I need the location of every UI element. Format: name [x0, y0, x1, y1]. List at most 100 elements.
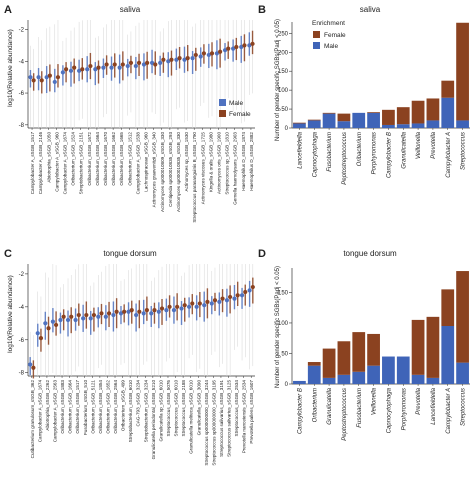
- female-point: [201, 51, 207, 56]
- female-point: [72, 65, 77, 70]
- panel-letter-c: C: [4, 248, 12, 260]
- x-tick-label: Lancefieldella: [431, 387, 437, 424]
- female-point: [175, 304, 180, 309]
- male-point: [179, 306, 184, 311]
- female-point: [46, 326, 51, 331]
- y-tick-label: 250: [278, 31, 289, 37]
- chart-d: 0 50 100 150 Campylobacter B Oribacterium Gran…: [278, 268, 470, 441]
- bar-male: [396, 356, 410, 384]
- x-tick-label: Campylobacter A_sSGB_1674: [62, 132, 67, 195]
- bar-female: [367, 112, 380, 113]
- x-tick-label: Veillonella: [416, 131, 422, 159]
- x-tick-label: Campylobacter A_sSGB_1538: [135, 132, 140, 195]
- x-tick-label: Campylobacter A_sSGB_2146: [38, 132, 43, 195]
- x-tick-label: Streptococcus sp000000000_sSGB_3244: [204, 380, 209, 466]
- legend-b: Enrichment Female Male: [312, 20, 346, 50]
- male-point: [73, 317, 78, 323]
- female-point: [177, 56, 182, 61]
- male-point: [149, 311, 154, 316]
- female-point: [193, 52, 198, 58]
- panel-c-ylabel: log10(Relative abundance): [7, 275, 14, 353]
- bar-male: [411, 374, 425, 384]
- female-point: [190, 301, 195, 306]
- male-point: [85, 67, 90, 72]
- male-point: [52, 79, 57, 85]
- male-point: [76, 68, 82, 73]
- x-tick-label: Actinomyces sp000010809_sSGB_330: [160, 132, 165, 212]
- x-tick-label: Peptostreptococcus: [342, 388, 348, 441]
- y-tick-label: 0: [285, 382, 289, 388]
- x-tick-label: Prevotella: [416, 387, 422, 414]
- legend-a-female-swatch: [219, 110, 226, 117]
- y-tick-label: -4: [19, 59, 25, 65]
- panel-a-ylabel: log10(Relative abundance): [7, 29, 14, 107]
- y-tick-label: 50: [281, 107, 288, 113]
- male-point: [247, 288, 252, 293]
- y-tick-label: 150: [278, 290, 289, 296]
- panel-c: C tongue dorsum log10(Relative abundance…: [4, 248, 255, 466]
- x-tick-label: Oribacterium_sSGB_1883: [60, 380, 65, 434]
- female-point: [197, 301, 202, 306]
- x-tick-label: Oribacterium_sSGB_1512: [127, 132, 132, 186]
- x-tick-label: Prevotella nanceiensis_sSGB_2534: [242, 380, 247, 454]
- bar-female: [322, 112, 336, 114]
- x-tick-label: Porphyromonas: [401, 388, 407, 430]
- x-tick-label: Fusobacterium_sSGB_510: [83, 380, 88, 436]
- male-point: [186, 304, 192, 309]
- x-tick-label: Streptococcus parasanguinis B_sSGB_1790: [192, 132, 197, 223]
- bar-male: [426, 120, 440, 128]
- x-tick-label: Actinomyces viscosus_sSGB_1725: [200, 132, 205, 205]
- female-point: [145, 60, 150, 65]
- panel-c-title: tongue dorsum: [103, 249, 157, 258]
- y-tick-label: 0: [285, 126, 289, 132]
- female-point: [99, 311, 104, 316]
- male-point: [209, 301, 214, 306]
- x-tick-label: Oribacterium_sSGB_1854: [98, 380, 103, 434]
- male-point: [96, 314, 101, 319]
- female-point: [218, 49, 223, 54]
- female-point: [136, 60, 142, 65]
- female-point: [31, 365, 36, 370]
- male-point: [58, 317, 63, 323]
- female-point: [209, 51, 215, 56]
- x-tick-label: Campylobacter B: [297, 388, 303, 434]
- female-point: [182, 303, 187, 308]
- y-tick-label: 200: [278, 50, 289, 56]
- bar-male: [456, 362, 469, 384]
- x-tick-label: Campylobacter B: [386, 132, 392, 178]
- male-point: [217, 299, 222, 304]
- female-point: [144, 308, 149, 313]
- female-point: [55, 75, 61, 80]
- female-point: [234, 44, 239, 50]
- bar-female: [411, 100, 425, 124]
- legend-a: Male Female: [219, 99, 251, 118]
- male-point: [35, 331, 40, 336]
- panel-letter-b: B: [258, 4, 266, 16]
- female-point: [228, 294, 233, 300]
- x-tick-label: Campylobacter A_sSGB_1517: [30, 132, 35, 195]
- x-tick-label: Abiotrophia_sSGB_1050: [46, 132, 51, 183]
- y-tick-label: 50: [281, 351, 288, 357]
- legend-b-male-swatch: [313, 42, 320, 49]
- male-point: [231, 46, 236, 51]
- female-point: [152, 308, 157, 313]
- female-point: [242, 43, 247, 48]
- legend-a-female-label: Female: [229, 111, 251, 118]
- female-point: [47, 73, 52, 78]
- bar-female: [396, 107, 410, 125]
- female-point: [185, 56, 190, 61]
- x-tick-label: Gemella haemolysans_sSGB_2903: [233, 132, 238, 205]
- bar-female: [293, 122, 306, 124]
- bar-male: [396, 124, 410, 128]
- male-point: [166, 59, 171, 64]
- x-tick-label: Oribacterium: [357, 132, 363, 166]
- male-point: [93, 67, 98, 72]
- x-tick-label: Streptobacterium_sSGB_2151: [79, 132, 84, 195]
- x-tick-label: Streptococcus: [461, 388, 467, 426]
- male-point: [141, 62, 147, 67]
- x-tick-label: Campylobacter A: [446, 132, 452, 178]
- panel-d-ylabel: Number of gender specific SGBs(Padj < 0.…: [275, 266, 281, 388]
- x-tick-label: Haemophilus D_sSGB_2882: [249, 132, 254, 191]
- female-point: [53, 322, 59, 328]
- y-tick-label: -8: [19, 123, 25, 129]
